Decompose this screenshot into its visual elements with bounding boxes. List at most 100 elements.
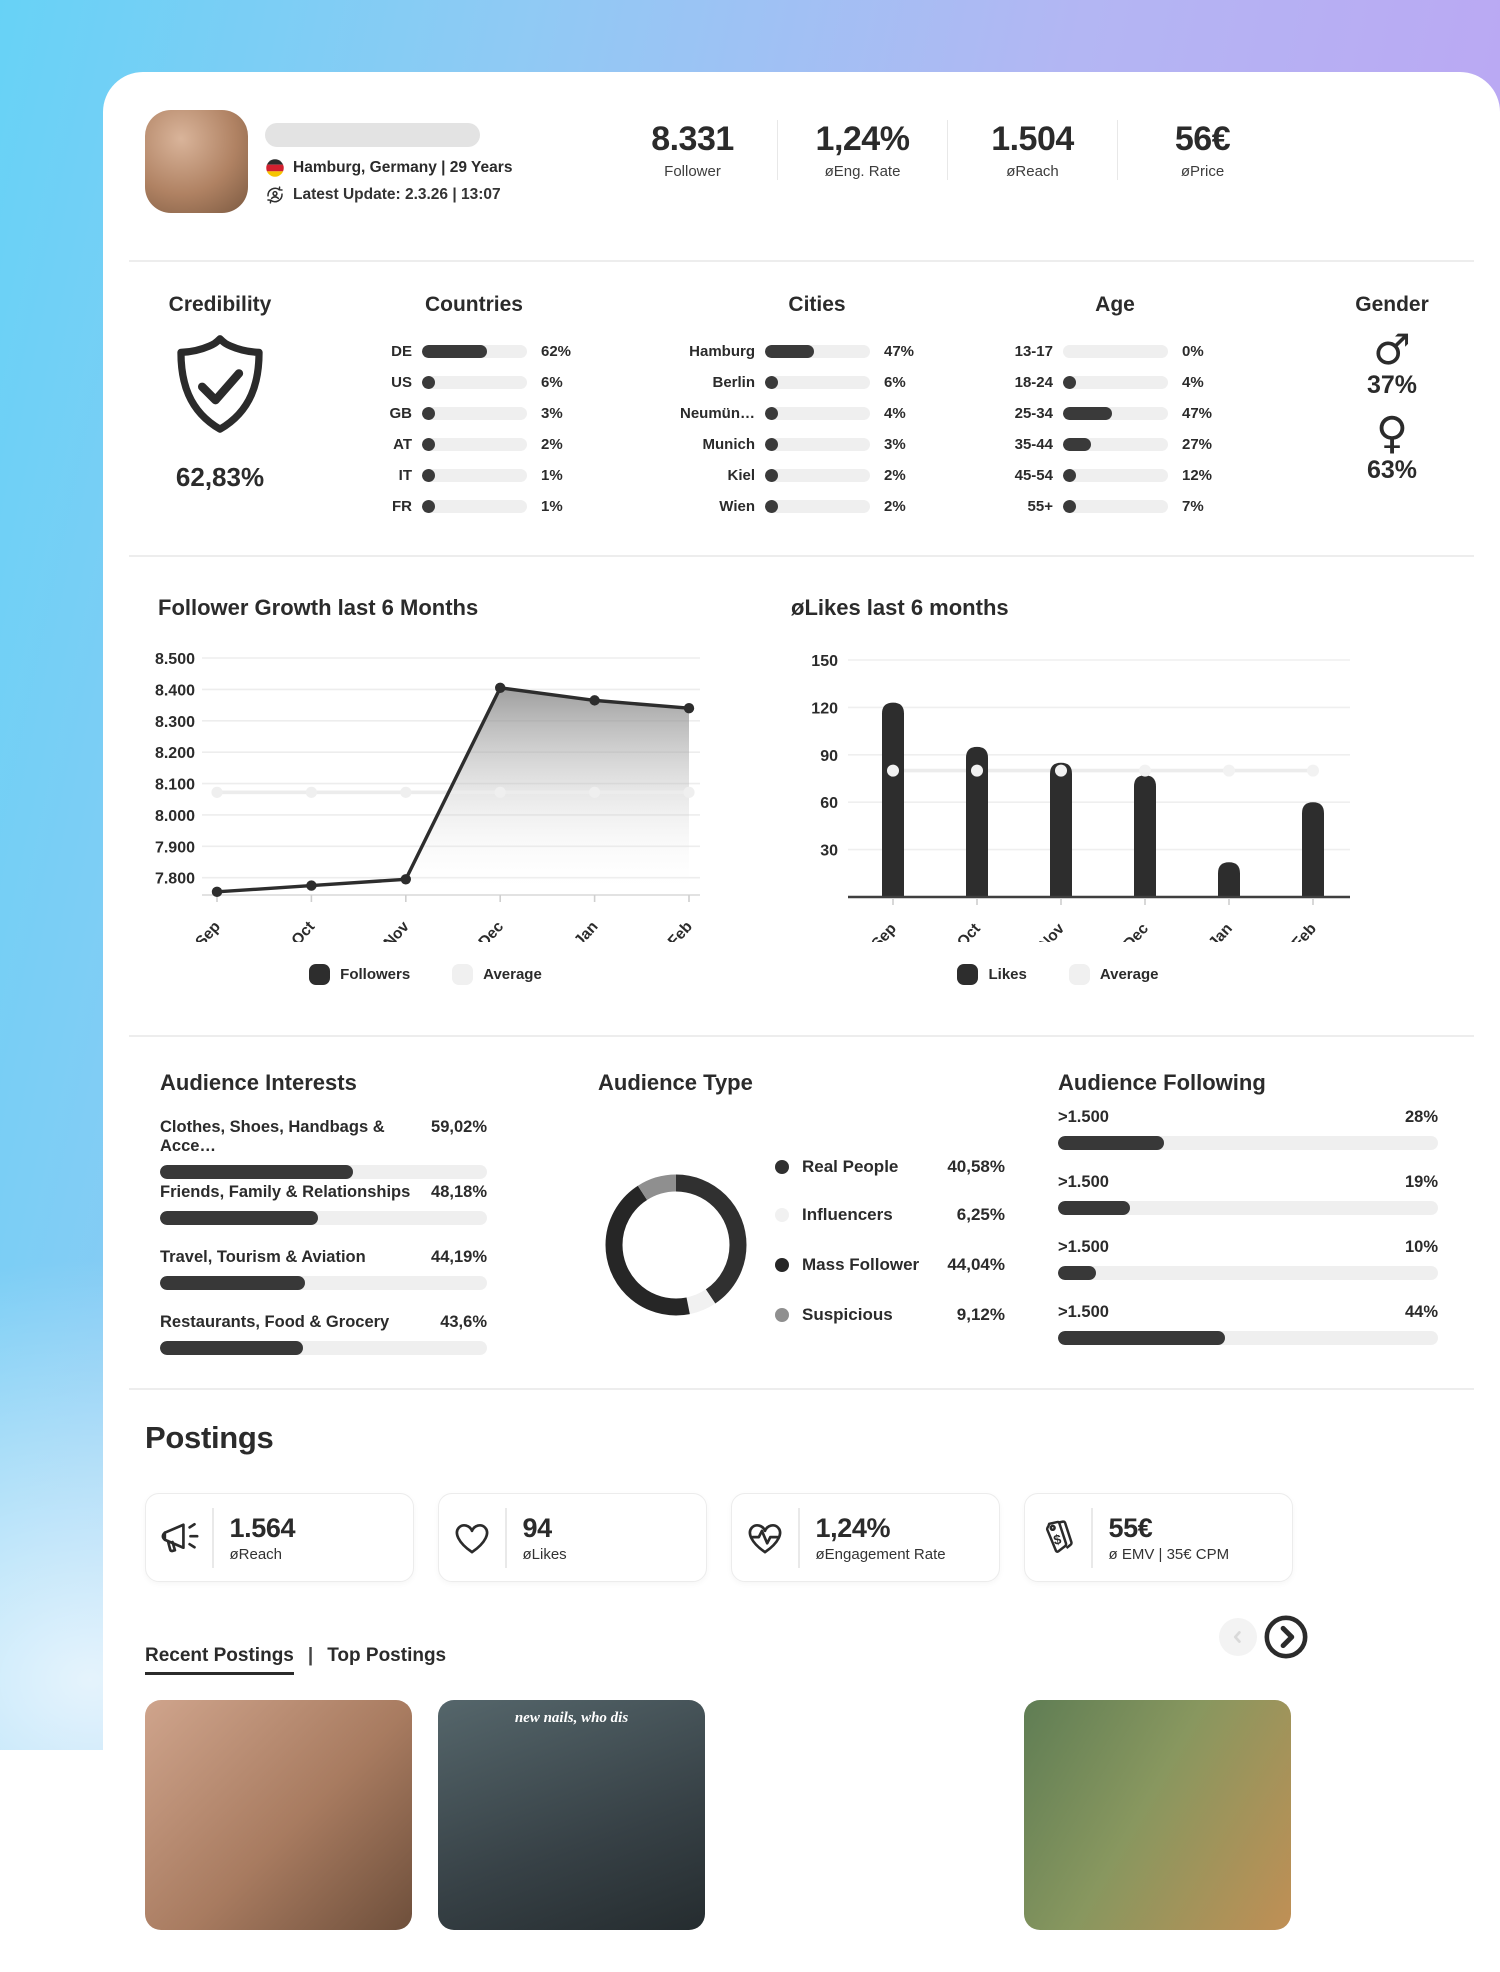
legend-swatch (1069, 964, 1090, 985)
row-label: Friends, Family & Relationships (160, 1183, 410, 1202)
bar-fill (1063, 376, 1076, 389)
row-percent: 44% (1405, 1303, 1438, 1322)
row-percent: 44,19% (431, 1248, 487, 1267)
audience-interest-row: Clothes, Shoes, Handbags & Acce…59,02% (160, 1118, 487, 1179)
row-percent: 4% (1182, 374, 1242, 391)
carousel-next-button[interactable] (1263, 1614, 1309, 1660)
bar-track (422, 438, 527, 451)
thumbnail-caption: new nails, who dis (438, 1710, 705, 1727)
audience-type-donut (591, 1160, 761, 1330)
legend-value: 40,58% (947, 1157, 1005, 1177)
carousel-prev-button[interactable] (1219, 1618, 1257, 1656)
bar-track (765, 469, 870, 482)
row-label: Kiel (585, 467, 755, 484)
latest-update-text: Latest Update: 2.3.26 | 13:07 (293, 186, 501, 204)
stat-label: øPrice (1118, 163, 1287, 180)
bar-fill (422, 469, 435, 482)
legend-label: Influencers (802, 1205, 893, 1225)
stat-label: øEng. Rate (778, 163, 947, 180)
posting-thumbnail[interactable]: new nails, who dis (438, 1700, 705, 1930)
chevron-right-icon (1263, 1614, 1309, 1660)
row-label: >1.500 (1058, 1173, 1109, 1192)
metric-text: 55€ø EMV | 35€ CPM (1109, 1513, 1230, 1563)
bar-track (422, 376, 527, 389)
chevron-left-icon (1227, 1626, 1249, 1648)
bar-track (422, 407, 527, 420)
bar-fill (765, 500, 778, 513)
heart-icon (439, 1515, 505, 1561)
update-icon (265, 185, 285, 205)
row-label-line: Clothes, Shoes, Handbags & Acce…59,02% (160, 1118, 487, 1156)
legend-item: Average (1069, 964, 1159, 985)
legend-label: Followers (340, 966, 410, 983)
bar-fill (422, 500, 435, 513)
report-card: Hamburg, Germany | 29 Years Latest Updat… (103, 72, 1500, 1972)
bar-fill (422, 407, 435, 420)
legend-item: Followers (309, 964, 410, 985)
bar-track (765, 376, 870, 389)
countries-title: Countries (374, 293, 574, 317)
svg-text:120: 120 (811, 700, 838, 717)
bar-track (1063, 407, 1168, 420)
bar-track (765, 500, 870, 513)
posting-thumbnail[interactable] (731, 1700, 998, 1930)
tab-recent-postings[interactable]: Recent Postings (145, 1645, 294, 1675)
row-label: Munich (585, 436, 755, 453)
bar-fill (422, 345, 487, 358)
card-divider (212, 1508, 214, 1568)
heart-pulse-icon (732, 1515, 798, 1561)
follower-growth-legend: Followers Average (138, 964, 713, 985)
row-percent: 0% (1182, 343, 1242, 360)
tab-top-postings[interactable]: Top Postings (327, 1645, 446, 1667)
svg-text:Jan: Jan (571, 918, 602, 942)
row-label: FR (322, 498, 412, 515)
legend-item: Likes (957, 964, 1026, 985)
row-label-line: >1.500 19% (1058, 1173, 1438, 1192)
posting-thumbnail[interactable] (1024, 1700, 1291, 1930)
legend-label: Average (483, 966, 542, 983)
bar-fill (1058, 1331, 1225, 1345)
bar-fill (1063, 407, 1112, 420)
stat-label: Follower (608, 163, 777, 180)
svg-text:7.900: 7.900 (155, 839, 195, 856)
svg-text:Feb: Feb (665, 918, 696, 942)
germany-flag-icon (265, 158, 285, 178)
bar-track (160, 1341, 487, 1355)
row-percent: 43,6% (440, 1313, 487, 1332)
metric-value: 1.564 (230, 1513, 296, 1544)
bar-track (160, 1211, 487, 1225)
row-label: Neumün… (585, 405, 755, 422)
row-label: 55+ (893, 498, 1053, 515)
svg-text:8.500: 8.500 (155, 651, 195, 668)
row-percent: 19% (1405, 1173, 1438, 1192)
avatar (145, 110, 248, 213)
svg-text:8.000: 8.000 (155, 808, 195, 825)
legend-value: 44,04% (947, 1255, 1005, 1275)
female-icon: ♀ (1317, 412, 1467, 456)
svg-text:Oct: Oct (954, 920, 984, 942)
profile-location: Hamburg, Germany | 29 Years (265, 158, 512, 178)
legend-dot (775, 1208, 789, 1222)
header-stat: 1,24%øEng. Rate (777, 120, 947, 180)
svg-text:Oct: Oct (288, 918, 318, 942)
row-label: >1.500 (1058, 1108, 1109, 1127)
bar-track (1058, 1201, 1438, 1215)
row-percent: 7% (1182, 498, 1242, 515)
posting-thumbnail[interactable] (145, 1700, 412, 1930)
postings-title: Postings (145, 1420, 274, 1456)
